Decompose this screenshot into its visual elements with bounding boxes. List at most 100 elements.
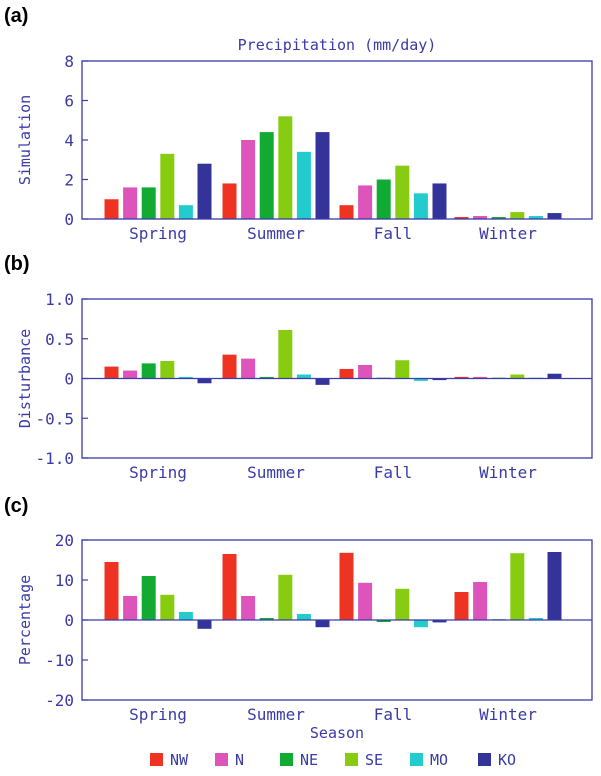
y-tick-label: 0: [64, 370, 74, 389]
bar-se-fall: [395, 360, 410, 379]
bar-mo-summer: [296, 374, 311, 379]
panel-label: (a): [4, 5, 28, 27]
legend-swatch-se: [345, 753, 358, 766]
y-tick-label: 10: [55, 571, 74, 590]
bar-ne-summer: [259, 132, 274, 219]
bar-se-winter: [510, 553, 525, 620]
legend-swatch-ne: [280, 753, 293, 766]
legend-swatch-ko: [478, 753, 491, 766]
bar-se-spring: [160, 153, 175, 219]
bar-ko-winter: [547, 552, 562, 620]
y-tick-label: -20: [45, 691, 74, 710]
bar-mo-summer: [296, 614, 311, 620]
legend-swatch-nw: [150, 753, 163, 766]
y-tick-label: -10: [45, 651, 74, 670]
y-axis-label: Simulation: [16, 95, 34, 185]
y-tick-label: 8: [64, 52, 74, 71]
legend-label-mo: MO: [430, 751, 448, 769]
bar-se-summer: [278, 330, 293, 379]
bar-ne-spring: [141, 576, 156, 620]
panel-c: (c) -20 -10 0 10 20 Percentage Spring Summer Fall…: [4, 495, 593, 742]
bar-se-summer: [278, 116, 293, 219]
bar-nw-spring: [104, 199, 119, 219]
bar-n-summer: [241, 596, 256, 620]
y-tick-label: 4: [64, 131, 74, 150]
x-tick-label: Summer: [247, 705, 305, 724]
bar-ne-winter: [491, 217, 506, 219]
y-tick-label: 0: [64, 210, 74, 229]
bar-mo-winter: [528, 618, 543, 620]
x-axis-label: Season: [310, 724, 364, 742]
bar-se-fall: [395, 588, 410, 620]
legend-label-nw: NW: [170, 751, 189, 769]
bar-n-winter: [473, 582, 488, 620]
plot-frame: [81, 60, 593, 220]
x-tick-label: Fall: [374, 463, 413, 482]
y-tick-label: -0.5: [35, 409, 74, 428]
bar-ko-fall: [432, 620, 447, 623]
bar-n-winter: [473, 376, 488, 379]
x-tick-label: Spring: [129, 463, 187, 482]
chart-title: Precipitation (mm/day): [238, 36, 437, 54]
bar-nw-winter: [454, 217, 469, 219]
legend-item-n: N: [215, 751, 244, 769]
bar-ko-fall: [432, 183, 447, 219]
x-tick-label: Summer: [247, 463, 305, 482]
x-tick-label: Summer: [247, 224, 305, 243]
bar-se-winter: [510, 374, 525, 379]
bar-nw-fall: [339, 552, 354, 620]
bar-n-spring: [123, 187, 138, 219]
legend-item-ne: NE: [280, 751, 318, 769]
panel-a: (a) Precipitation (mm/day) 0 2 4 6 8 Simulation…: [4, 5, 593, 243]
y-axis-label: Disturbance: [16, 329, 34, 428]
legend-item-nw: NW: [150, 751, 189, 769]
bar-nw-summer: [222, 354, 237, 379]
legend-item-ko: KO: [478, 751, 516, 769]
bar-mo-fall: [413, 620, 428, 628]
bar-n-summer: [241, 358, 256, 379]
bar-ko-summer: [315, 132, 330, 219]
x-tick-label: Fall: [374, 705, 413, 724]
bar-ko-winter: [547, 213, 562, 219]
legend-item-mo: MO: [410, 751, 448, 769]
x-tick-label: Fall: [374, 224, 413, 243]
bar-ko-spring: [197, 620, 212, 629]
bar-nw-spring: [104, 562, 119, 620]
y-tick-label: 0: [64, 611, 74, 630]
bar-ko-spring: [197, 378, 212, 384]
bar-nw-spring: [104, 366, 119, 379]
y-tick-label: -1.0: [35, 449, 74, 468]
bar-n-winter: [473, 216, 488, 219]
panel-b: (b) -1.0 -0.5 0 0.5 1.0 Disturbance Spring Summe…: [4, 253, 593, 482]
bar-mo-summer: [296, 151, 311, 219]
bar-ne-spring: [141, 363, 156, 379]
bar-mo-spring: [178, 205, 193, 219]
bar-n-fall: [358, 364, 373, 379]
bar-se-winter: [510, 212, 525, 219]
bar-n-summer: [241, 140, 256, 219]
bar-ko-summer: [315, 378, 330, 385]
legend-label-n: N: [235, 751, 244, 769]
y-tick-label: 2: [64, 171, 74, 190]
bar-ko-summer: [315, 620, 330, 628]
bar-ko-spring: [197, 163, 212, 219]
bar-nw-summer: [222, 554, 237, 620]
bar-ko-fall: [432, 378, 447, 381]
legend-swatch-n: [215, 753, 228, 766]
bar-nw-winter: [454, 592, 469, 620]
bar-ne-fall: [376, 179, 391, 219]
bar-mo-fall: [413, 193, 428, 219]
bar-ne-summer: [259, 376, 274, 379]
bar-nw-fall: [339, 368, 354, 379]
bar-se-fall: [395, 165, 410, 219]
legend-item-se: SE: [345, 751, 383, 769]
bar-mo-spring: [178, 376, 193, 379]
bar-n-fall: [358, 582, 373, 620]
y-tick-label: 1.0: [45, 290, 74, 309]
legend: NW N NE SE MO KO: [150, 751, 516, 769]
bar-se-spring: [160, 361, 175, 379]
bar-nw-winter: [454, 376, 469, 379]
legend-swatch-mo: [410, 753, 423, 766]
bar-n-spring: [123, 370, 138, 379]
